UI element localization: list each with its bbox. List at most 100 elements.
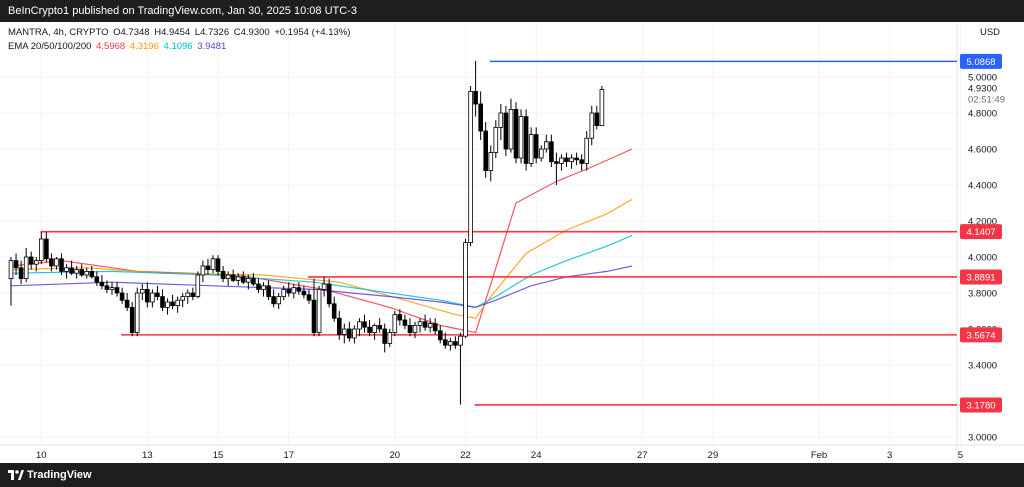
time-tick-label: 3 (887, 450, 892, 461)
ema-line-100 (10, 234, 633, 309)
candle-up (341, 328, 347, 335)
candle-up (276, 296, 281, 305)
candle-down (271, 296, 276, 305)
time-tick-label: 5 (958, 450, 963, 461)
candle-down (44, 238, 49, 260)
candle-down (49, 258, 54, 267)
candle-down (336, 317, 342, 335)
candle-up (8, 260, 14, 280)
candle-down (367, 326, 372, 334)
candle-down (251, 278, 256, 285)
candle-down (473, 91, 478, 105)
candle-down (432, 323, 438, 332)
price-chart[interactable]: USD3.00003.40003.60003.80004.00004.20004… (0, 22, 1024, 463)
candle-up (64, 267, 69, 272)
candle-down (104, 285, 110, 290)
candle-down (99, 281, 105, 287)
time-tick-label: 10 (36, 450, 47, 461)
legend-ema-row: EMA 20/50/100/200 4.5968 4.3196 4.1096 3… (8, 40, 352, 54)
candle-down (554, 161, 559, 164)
publish-bar: BeInCrypto1 published on TradingView.com… (0, 0, 1024, 22)
candle-down (240, 276, 246, 283)
candle-down (79, 269, 85, 276)
level-badge (960, 53, 1002, 69)
chart-legend: MANTRA, 4h, CRYPTO O4.7348 H4.9454 L4.73… (8, 26, 354, 54)
price-tick-label: 4.2000 (968, 217, 997, 228)
time-tick-label: Feb (811, 450, 827, 461)
level-badge-label: 3.5674 (966, 330, 995, 341)
candle-up (599, 89, 605, 126)
candle-down (124, 299, 130, 308)
candle-up (261, 285, 266, 290)
price-tick-label: 4.8000 (968, 109, 997, 120)
time-tick-label: 27 (637, 450, 648, 461)
level-badge-label: 3.8891 (966, 272, 995, 283)
candle-up (139, 288, 145, 294)
candle-up (175, 299, 181, 307)
price-tick-label: 3.0000 (968, 433, 997, 444)
candle-down (407, 324, 413, 333)
candle-down (190, 292, 196, 297)
price-tick-label: 3.4000 (968, 361, 997, 372)
symbol-label: MANTRA, 4h, CRYPTO (8, 27, 109, 38)
candle-up (23, 256, 29, 280)
candle-down (533, 134, 539, 159)
candle-down (442, 339, 448, 346)
candle-up (150, 292, 155, 303)
candle-up (584, 137, 589, 164)
candle-up (372, 324, 377, 333)
candle-down (69, 267, 74, 274)
candle-down (160, 296, 165, 308)
candle-down (129, 306, 135, 333)
candle-up (195, 274, 201, 298)
candle-down (549, 141, 554, 163)
candle-down (574, 157, 579, 161)
ema-50-value: 4.3196 (129, 41, 159, 52)
candle-up (54, 258, 59, 267)
price-tick-label: 4.4000 (968, 181, 997, 192)
ema-100-value: 4.1096 (163, 41, 193, 52)
candle-down (13, 260, 19, 269)
countdown-label: 02:51:49 (968, 95, 1005, 106)
candle-down (114, 287, 120, 294)
candle-down (89, 270, 95, 278)
candle-up (180, 296, 186, 301)
candle-up (185, 292, 191, 297)
level-badge-label: 4.1407 (966, 227, 995, 238)
candle-down (402, 319, 408, 326)
ema-200-value: 3.9481 (197, 41, 227, 52)
time-tick-label: 20 (390, 450, 401, 461)
candle-down (382, 328, 387, 344)
candle-up (417, 321, 423, 326)
candle-down (331, 303, 337, 319)
candle-down (377, 324, 382, 330)
candle-down (579, 159, 584, 164)
candle-down (170, 301, 175, 306)
legend-symbol-row: MANTRA, 4h, CRYPTO O4.7348 H4.9454 L4.73… (8, 26, 352, 40)
price-tick-label: 4.6000 (968, 145, 997, 156)
ema-label: EMA 20/50/100/200 (8, 41, 92, 52)
candle-up (544, 141, 549, 150)
candle-up (447, 341, 453, 346)
candle-down (230, 274, 236, 281)
candle-up (109, 287, 115, 290)
candle-down (453, 341, 458, 346)
candle-up (488, 152, 494, 172)
chart-background (0, 22, 1024, 463)
candle-down (266, 285, 271, 297)
candle-up (468, 91, 473, 243)
candle-down (437, 330, 443, 341)
candle-up (508, 109, 514, 150)
candle-up (387, 332, 393, 344)
candle-down (483, 130, 488, 171)
level-badge (960, 224, 1002, 240)
candle-up (321, 283, 327, 290)
price-tick-label: 3.8000 (968, 289, 997, 300)
currency-label: USD (980, 27, 1000, 38)
footer-bar: TradingView (0, 463, 1024, 487)
candle-up (392, 314, 398, 334)
close-value: C4.9300 (233, 27, 270, 38)
candle-up (225, 274, 231, 279)
candle-down (28, 256, 34, 265)
candle-down (18, 267, 24, 280)
